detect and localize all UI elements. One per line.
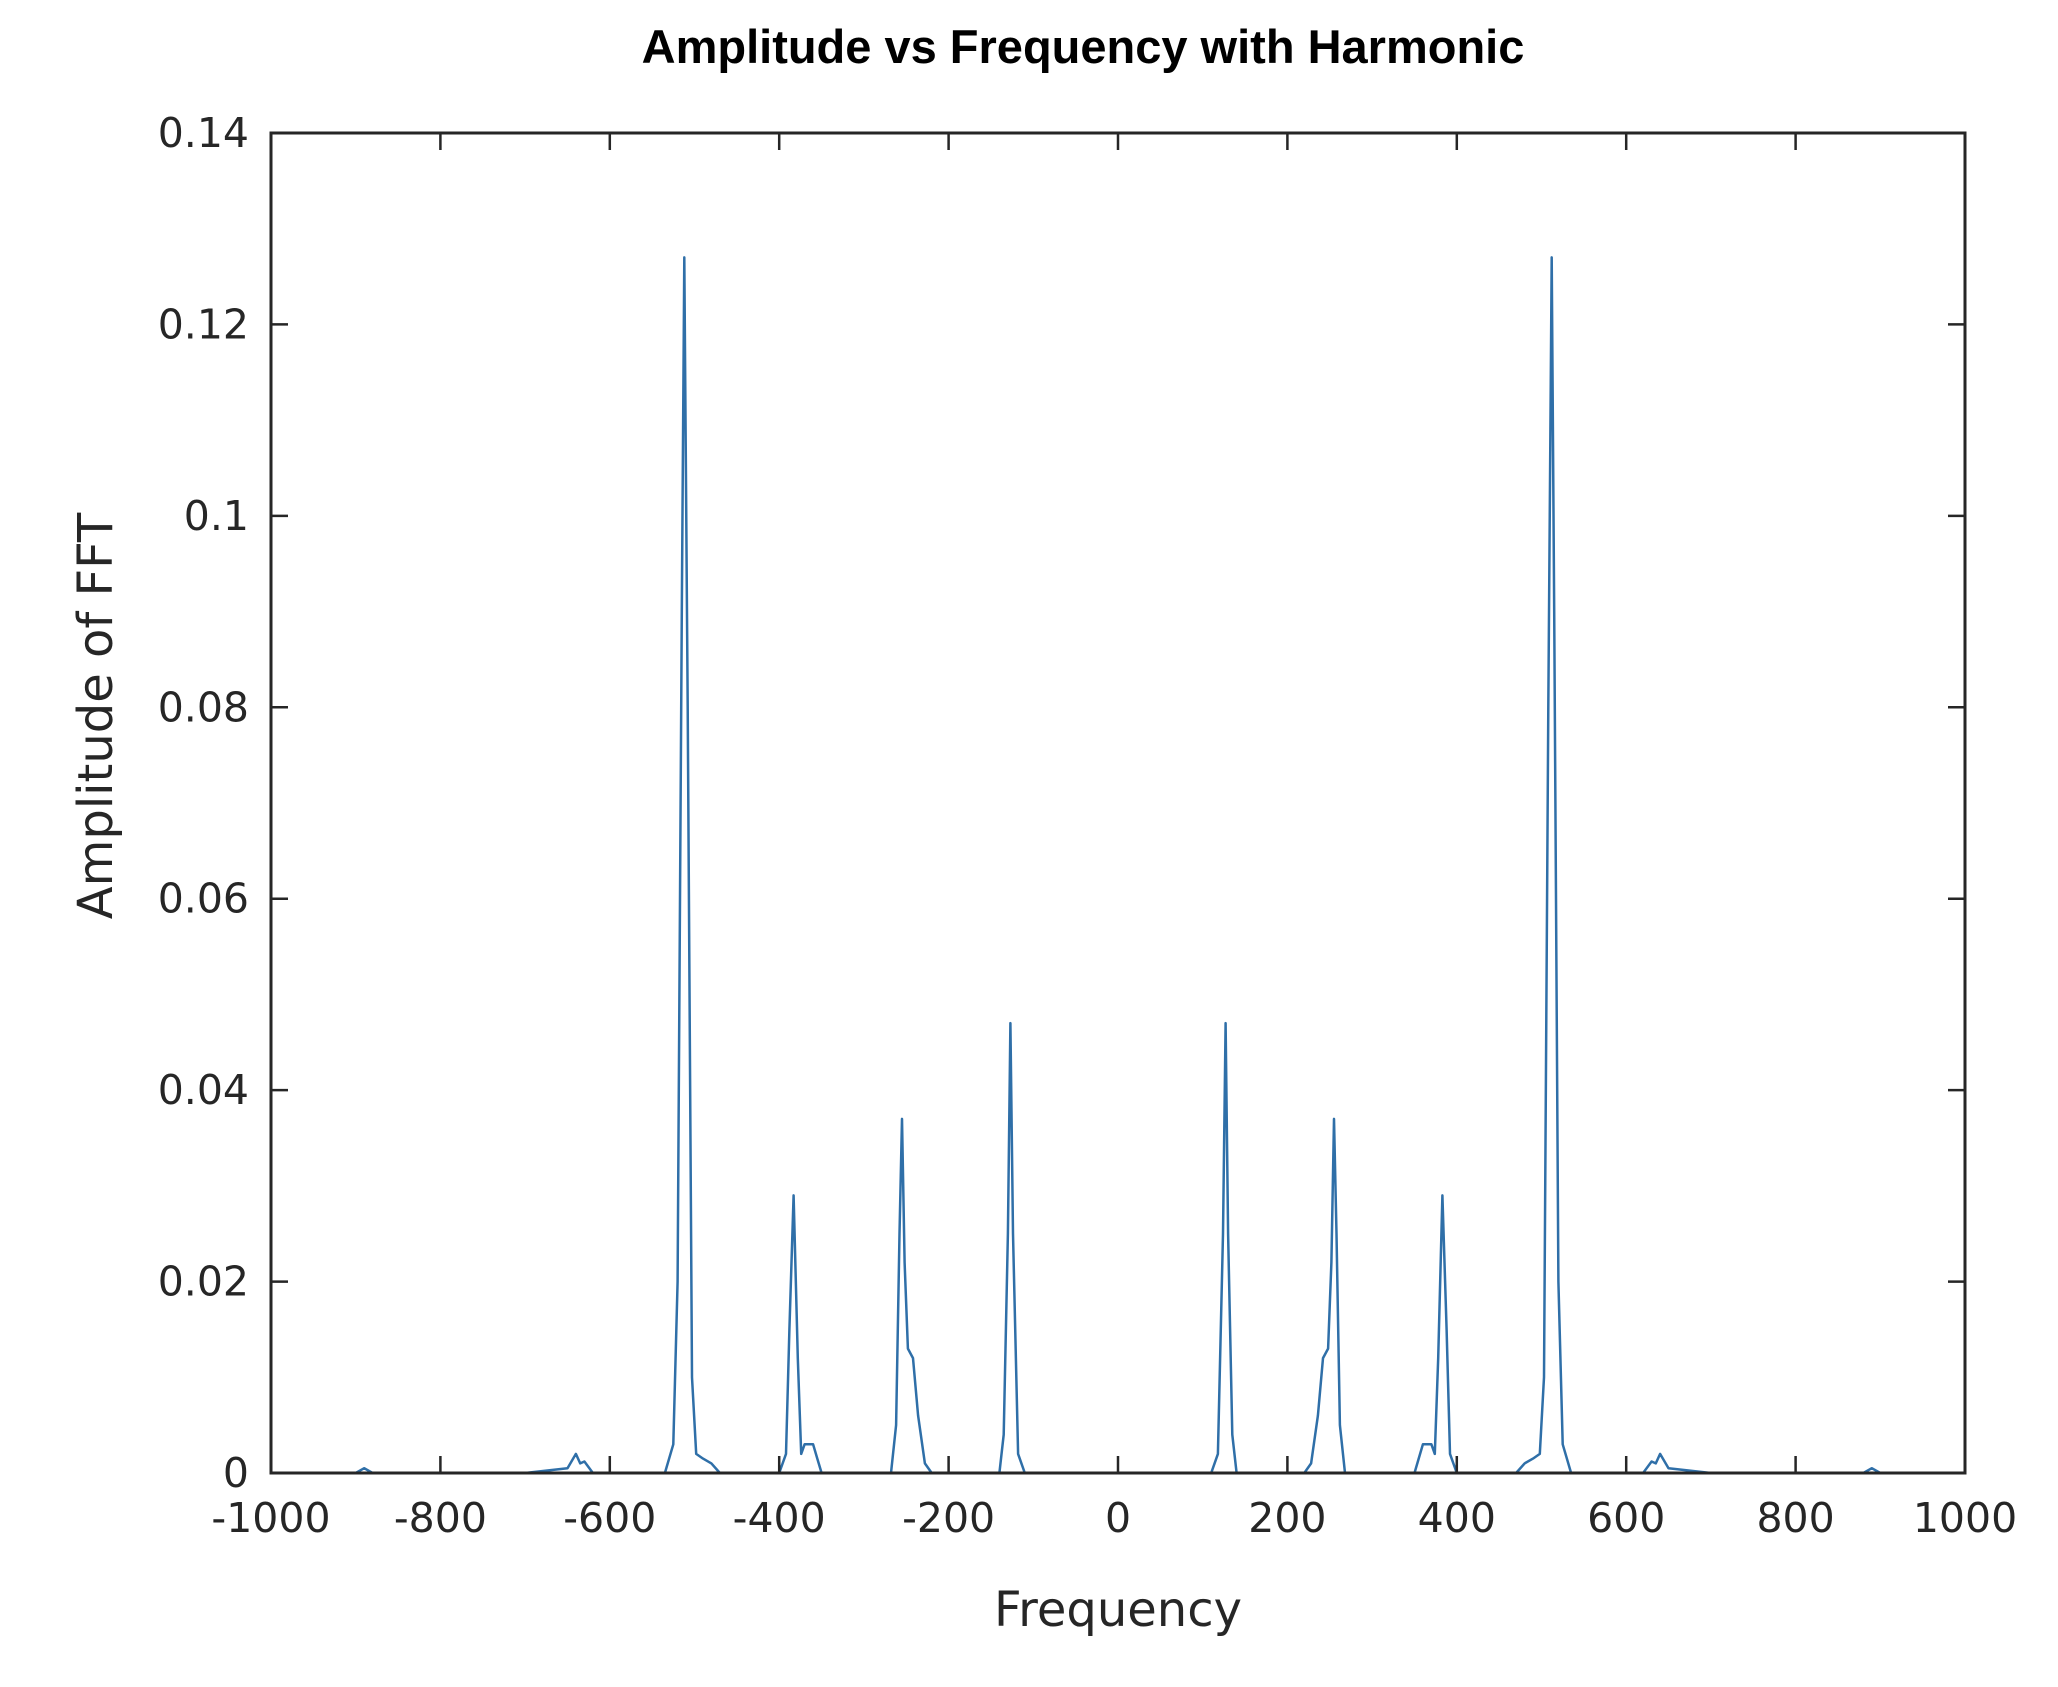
x-tick-label: -200 [902, 1494, 995, 1542]
y-tick-label: 0.08 [158, 683, 249, 731]
x-tick-label: -400 [733, 1494, 826, 1542]
x-tick-label: -600 [563, 1494, 656, 1542]
x-axis: -1000 -800 -600 -400 -200 0 200 400 600 800 1000 [211, 133, 2017, 1542]
x-tick-label: 0 [1105, 1494, 1131, 1542]
x-tick-label: 200 [1248, 1494, 1326, 1542]
x-tick-label: -800 [394, 1494, 487, 1542]
y-tick-label: 0.06 [158, 875, 249, 923]
x-tick-label: 600 [1587, 1494, 1665, 1542]
y-tick-label: 0.04 [158, 1066, 249, 1114]
x-tick-label: 400 [1418, 1494, 1496, 1542]
x-tick-label: 1000 [1913, 1494, 2017, 1542]
y-tick-label: 0 [223, 1449, 249, 1497]
y-axis: 0 0.02 0.04 0.06 0.08 0.1 0.12 0.14 [158, 109, 1965, 1497]
y-tick-label: 0.14 [158, 109, 249, 157]
y-tick-label: 0.12 [158, 300, 249, 348]
x-tick-label: -1000 [211, 1494, 330, 1542]
y-tick-label: 0.02 [158, 1258, 249, 1306]
y-tick-label: 0.1 [184, 492, 249, 540]
x-tick-label: 800 [1756, 1494, 1834, 1542]
plot-area-background [271, 133, 1965, 1473]
chart-title: Amplitude vs Frequency with Harmonic [642, 20, 1525, 73]
y-axis-label: Amplitude of FFT [68, 512, 124, 919]
x-axis-label: Frequency [994, 1582, 1242, 1638]
